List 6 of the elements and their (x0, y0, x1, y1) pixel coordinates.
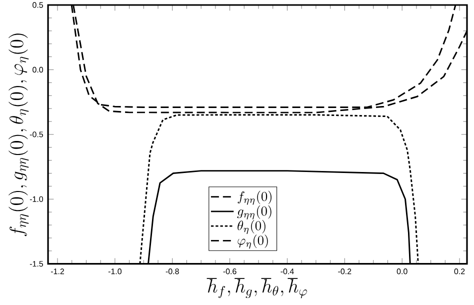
legend-label: $f_{\eta\eta}(0)$ (238, 190, 272, 205)
legend-label: $g_{\eta\eta}(0)$ (237, 205, 272, 220)
legend-label: $\varphi_\eta(0)$ (238, 234, 268, 249)
y-axis-title: $f_{\eta\eta}(0),g_{\eta\eta}(0),\theta_\eta(0),\varphi_\eta(0)$ (8, 34, 29, 236)
x-axis-title: $\hbar_f,\hbar_g,\hbar_\theta,\hbar_\varphi$ (206, 278, 307, 298)
legend-label: $\theta_\eta(0)$ (238, 220, 266, 234)
